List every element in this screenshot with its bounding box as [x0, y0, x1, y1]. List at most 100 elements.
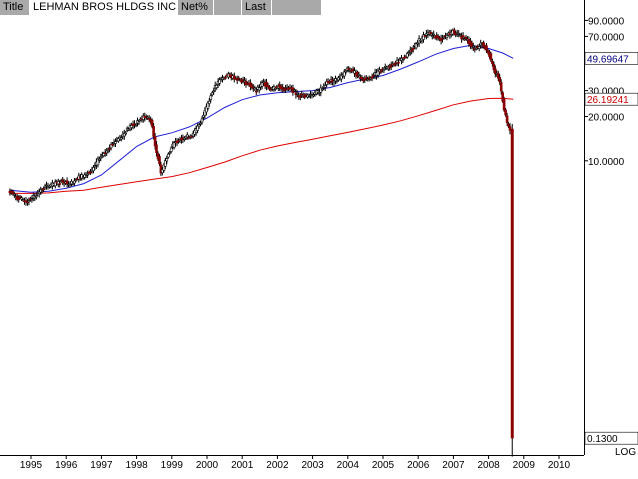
candle-body — [20, 197, 23, 200]
candle-body — [379, 71, 383, 73]
candle-body — [137, 121, 141, 124]
candle-body — [108, 147, 111, 150]
candle-body — [474, 47, 478, 50]
candle-body — [351, 68, 355, 71]
candle-body — [73, 180, 76, 184]
candle-body — [457, 33, 461, 35]
candle-body — [92, 167, 95, 171]
candle-body — [167, 153, 170, 158]
candle-body — [169, 147, 173, 152]
candle-body — [34, 195, 38, 198]
x-tick-label: 2003 — [301, 460, 324, 471]
candle-body — [211, 92, 214, 96]
candle-body — [445, 35, 449, 39]
x-tick-label: 2002 — [266, 460, 289, 471]
candle-body — [255, 90, 258, 93]
scale-type-label: LOG — [615, 447, 636, 458]
price-marker-box — [584, 431, 638, 445]
candle-body — [186, 134, 189, 138]
candle-body — [312, 94, 315, 96]
candle-body — [224, 77, 227, 79]
candle-body — [429, 32, 433, 34]
candle-body — [397, 61, 400, 64]
candle-body — [432, 33, 436, 36]
candle-body — [281, 87, 285, 90]
x-tick-label: 2007 — [442, 460, 465, 471]
candle-body — [98, 159, 101, 161]
candle-body — [74, 179, 78, 182]
candle-body — [293, 89, 296, 92]
candle-body — [335, 80, 339, 82]
candle-body — [441, 37, 444, 40]
x-tick-label: 2000 — [196, 460, 219, 471]
candle-body — [458, 34, 462, 37]
candle-body — [65, 180, 69, 185]
candle-body — [508, 126, 512, 131]
netpct-label[interactable]: Net% — [178, 0, 214, 15]
candle-body — [423, 35, 427, 37]
candle-body — [250, 84, 254, 88]
candle-body — [407, 52, 411, 55]
candle-body — [401, 59, 405, 62]
title-label[interactable]: Title — [0, 0, 30, 15]
candle-body — [344, 71, 348, 73]
x-tick-label: 2004 — [337, 460, 360, 471]
candle-body — [493, 68, 497, 75]
header-bar: Title LEHMAN BROS HLDGS INC Net% Last — [0, 0, 322, 15]
candle-body — [337, 77, 340, 81]
candle-body — [357, 74, 361, 76]
candle-body — [165, 158, 169, 162]
candle-body — [13, 194, 16, 196]
candle-body — [124, 132, 127, 135]
x-tick-label: 2008 — [477, 460, 500, 471]
candle-body — [353, 70, 356, 74]
x-tick-label: 1998 — [125, 460, 148, 471]
candle-body — [253, 87, 257, 90]
candle-body — [212, 90, 215, 93]
candle-body — [200, 118, 204, 123]
candle-body — [505, 115, 509, 124]
candle-body — [235, 79, 239, 81]
candle-body — [209, 95, 213, 100]
x-tick-label: 2005 — [372, 460, 395, 471]
candle-body — [323, 85, 327, 88]
candle-body — [510, 128, 514, 439]
candle-body — [237, 77, 240, 80]
candle-body — [507, 123, 510, 127]
candle-body — [370, 76, 374, 79]
candle-body — [120, 137, 123, 140]
candle-body — [106, 149, 110, 152]
candle-body — [360, 76, 364, 80]
last-label[interactable]: Last — [242, 0, 272, 15]
netpct-value — [214, 0, 242, 15]
price-marker-label: 0.1300 — [587, 434, 618, 445]
x-tick-label: 2009 — [513, 460, 536, 471]
candle-body — [48, 186, 51, 188]
candle-body — [147, 118, 151, 120]
moving-average-line-1 — [9, 44, 514, 193]
candle-body — [197, 124, 201, 127]
x-tick-label: 1999 — [161, 460, 184, 471]
price-marker-label: 26.19241 — [587, 95, 629, 106]
candle-body — [27, 200, 31, 203]
candle-body — [442, 36, 446, 39]
candle-body — [61, 179, 65, 183]
candle-body — [268, 86, 271, 90]
candle-body — [410, 50, 414, 52]
candle-body — [208, 100, 211, 104]
y-tick-label: 30.0000 — [588, 87, 625, 98]
candle-body — [114, 141, 117, 144]
last-value — [272, 0, 322, 15]
candle-body — [86, 173, 89, 176]
candle-body — [184, 136, 188, 139]
candle-body — [93, 165, 97, 168]
candle-body — [89, 171, 92, 174]
candle-body — [42, 188, 45, 191]
x-tick-label: 1996 — [55, 460, 78, 471]
y-tick-label: 70.0000 — [588, 32, 625, 43]
x-tick-label: 1997 — [90, 460, 113, 471]
candle-body — [482, 42, 485, 47]
candle-body — [471, 46, 475, 48]
